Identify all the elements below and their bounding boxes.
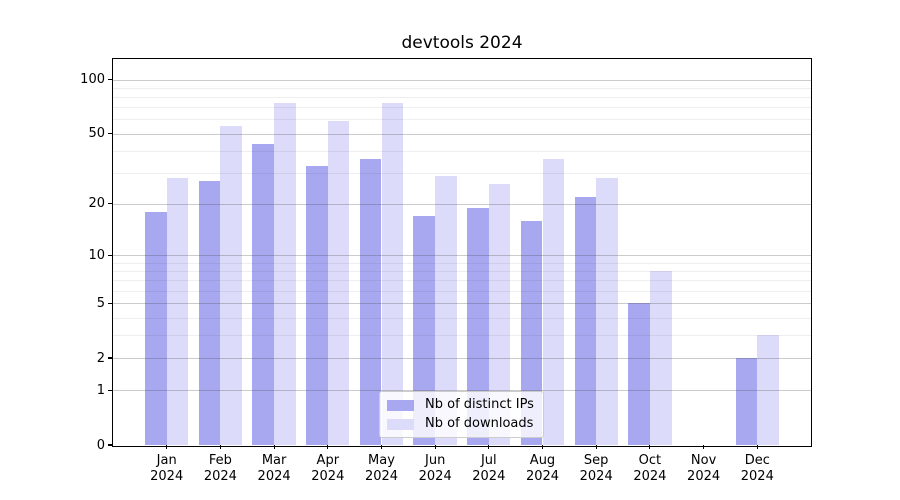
- gridline-80: [113, 97, 811, 98]
- x-tick-label-nov: Nov 2024: [687, 453, 721, 484]
- legend-label-downloads: Nb of downloads: [425, 416, 534, 431]
- x-tick-aug: [541, 445, 544, 449]
- y-tick-label-1: 1: [96, 382, 105, 398]
- bar-sep-distinct-ips: [574, 196, 597, 445]
- bar-may-downloads: [381, 103, 404, 445]
- y-tick-100: [108, 78, 112, 81]
- legend: Nb of distinct IPs Nb of downloads: [379, 391, 544, 438]
- y-tick-2: [108, 357, 112, 359]
- y-tick-label-0: 0: [96, 437, 105, 453]
- x-tick-feb: [219, 445, 221, 449]
- legend-entry-downloads: Nb of downloads: [387, 416, 536, 432]
- bar-apr-distinct-ips: [306, 165, 328, 445]
- bar-oct-downloads: [649, 271, 672, 445]
- x-tick-label-mar: Mar 2024: [257, 453, 291, 484]
- y-tick-5: [108, 302, 112, 304]
- bar-may-distinct-ips: [359, 159, 382, 445]
- x-tick-label-jan: Jan 2024: [150, 453, 184, 484]
- y-tick-label-5: 5: [96, 295, 105, 311]
- y-tick-0: [108, 444, 112, 446]
- x-tick-nov: [703, 445, 705, 449]
- bar-jun-downloads: [435, 175, 457, 445]
- legend-swatch-downloads: [387, 418, 414, 430]
- bar-jun-distinct-ips: [413, 216, 436, 445]
- legend-entry-distinct-ips: Nb of distinct IPs: [387, 397, 536, 413]
- bar-mar-distinct-ips: [252, 143, 274, 445]
- bar-aug-distinct-ips: [520, 220, 543, 445]
- gridline-100: [113, 79, 811, 81]
- gridline-70: [113, 107, 811, 109]
- y-tick-label-10: 10: [88, 247, 105, 263]
- x-tick-sep: [595, 445, 597, 449]
- x-tick-label-feb: Feb 2024: [203, 453, 237, 484]
- x-tick-label-may: May 2024: [364, 453, 399, 484]
- bar-apr-downloads: [327, 120, 350, 445]
- x-tick-label-aug: Aug 2024: [525, 453, 560, 484]
- y-tick-10: [108, 254, 112, 256]
- y-tick-1: [108, 389, 112, 391]
- x-tick-may: [380, 445, 383, 449]
- x-tick-jan: [166, 445, 168, 449]
- bar-jul-downloads: [488, 184, 511, 445]
- legend-label-distinct-ips: Nb of distinct IPs: [425, 397, 534, 412]
- y-tick-label-50: 50: [88, 126, 105, 142]
- bar-dec-downloads: [757, 335, 779, 445]
- x-tick-label-oct: Oct 2024: [633, 453, 667, 484]
- bar-dec-distinct-ips: [735, 358, 758, 445]
- x-tick-jun: [434, 445, 436, 449]
- gridline-30: [113, 173, 811, 174]
- bar-mar-downloads: [274, 103, 296, 445]
- x-tick-label-apr: Apr 2024: [311, 453, 345, 484]
- bar-jul-distinct-ips: [467, 207, 489, 445]
- x-tick-apr: [327, 445, 329, 449]
- bar-feb-distinct-ips: [198, 181, 221, 445]
- bar-feb-downloads: [220, 126, 243, 445]
- x-tick-label-sep: Sep 2024: [579, 453, 613, 484]
- legend-swatch-distinct-ips: [387, 399, 414, 411]
- y-tick-20: [108, 203, 112, 205]
- plot-area: [113, 59, 811, 445]
- gridline-40: [113, 150, 811, 152]
- bar-jan-downloads: [166, 178, 189, 445]
- y-tick-label-100: 100: [80, 72, 105, 87]
- x-tick-mar: [273, 445, 275, 449]
- gridline-90: [113, 87, 811, 89]
- x-tick-jul: [488, 445, 490, 449]
- bar-oct-distinct-ips: [628, 303, 650, 445]
- y-tick-label-2: 2: [96, 350, 105, 366]
- chart-title: devtools 2024: [401, 33, 523, 53]
- gridline-50: [113, 133, 811, 135]
- x-tick-label-jun: Jun 2024: [418, 453, 452, 484]
- bar-aug-downloads: [542, 159, 565, 445]
- x-tick-dec: [756, 445, 758, 449]
- gridline-60: [113, 119, 811, 121]
- bar-sep-downloads: [596, 178, 618, 445]
- y-tick-50: [108, 133, 112, 135]
- x-tick-label-jul: Jul 2024: [472, 453, 506, 484]
- y-tick-label-20: 20: [88, 196, 105, 212]
- bar-jan-distinct-ips: [144, 211, 167, 445]
- x-tick-label-dec: Dec 2024: [740, 453, 774, 484]
- x-tick-oct: [649, 445, 651, 449]
